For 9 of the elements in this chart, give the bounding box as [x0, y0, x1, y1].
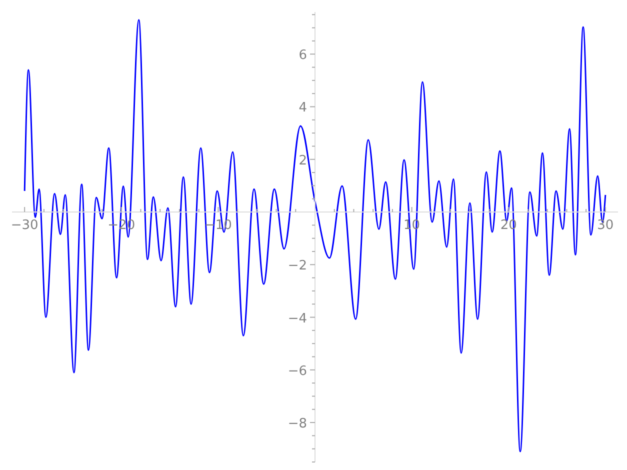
y-tick-label: −4	[288, 311, 307, 326]
y-tick-label: −2	[288, 258, 307, 274]
y-tick-label: 2	[298, 153, 307, 168]
y-tick-label: 6	[298, 48, 307, 64]
y-tick-label: −8	[288, 416, 307, 432]
x-tick-label: 30	[597, 218, 614, 233]
x-tick-label: −30	[10, 218, 38, 233]
y-tick-label: −6	[288, 364, 307, 379]
y-tick-label: 4	[298, 100, 307, 116]
